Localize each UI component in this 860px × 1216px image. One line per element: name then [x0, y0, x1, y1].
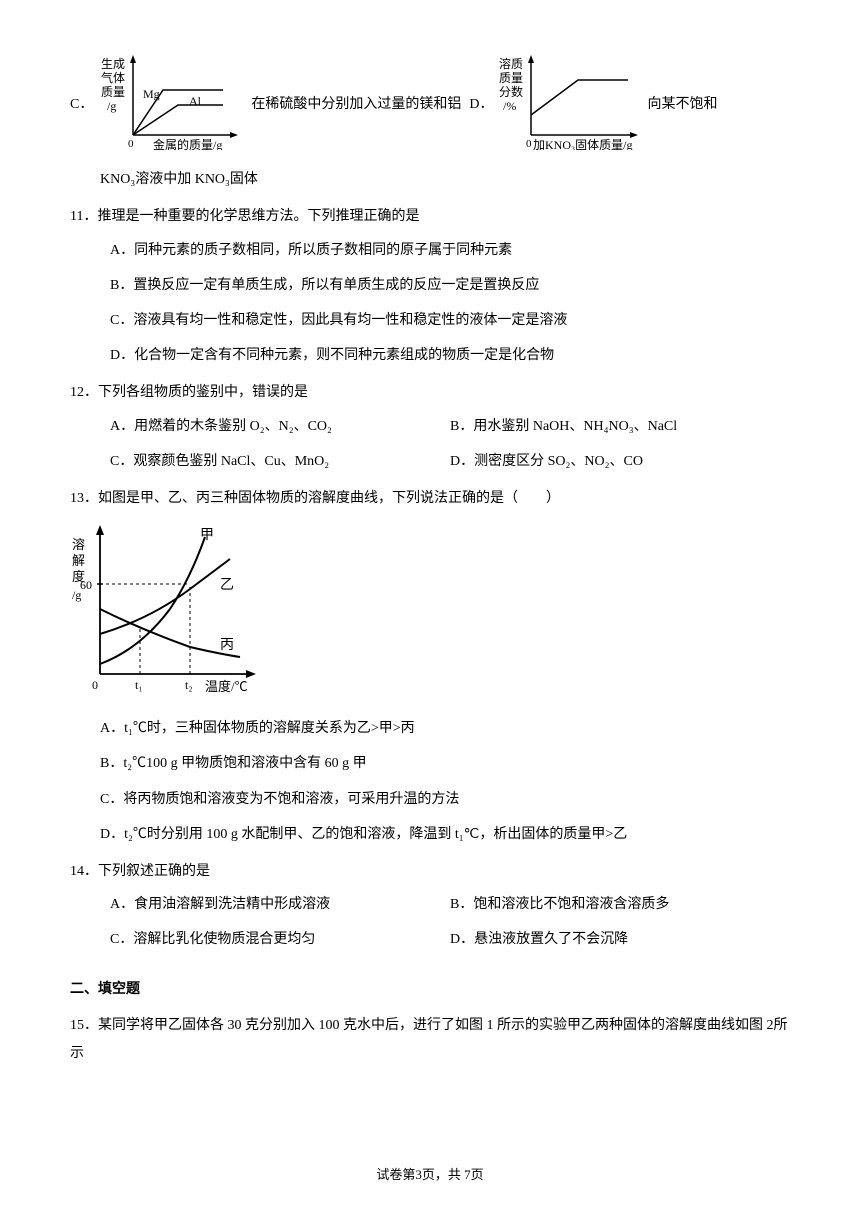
- q11-c: C．溶液具有均一性和稳定性，因此具有均一性和稳定性的液体一定是溶液: [70, 308, 790, 333]
- section-2-heading: 二、填空题: [70, 977, 790, 1002]
- y-l1: 溶: [72, 537, 85, 552]
- y-l2: 解: [72, 553, 85, 568]
- origin-zero: 0: [128, 138, 134, 150]
- label-jia: 甲: [200, 528, 214, 543]
- q12-a: A．用燃着的木条鉴别 O₂、N₂、CO₂: [110, 414, 450, 439]
- x-label-13: 温度/℃: [205, 679, 248, 694]
- q12-b: B．用水鉴别 NaOH、NH₄NO₃、NaCl: [450, 414, 790, 439]
- chart-c-ylabel-2: 气体: [101, 70, 125, 85]
- al-line: [133, 105, 223, 135]
- q11-b: B．置换反应一定有单质生成，所以有单质生成的反应一定是置换反应: [70, 273, 790, 298]
- chart-d-xlabel: 加KNO₃固体质量/g: [533, 138, 633, 150]
- q13-c: C．将丙物质饱和溶液变为不饱和溶液，可采用升温的方法: [70, 787, 790, 812]
- option-d-text: 向某不饱和: [647, 92, 717, 117]
- option-c-label: C．: [70, 92, 93, 117]
- q12-c: C．观察颜色鉴别 NaCl、Cu、MnO₂: [110, 449, 450, 474]
- chart-d-yl2: 质量: [499, 71, 523, 85]
- chart-c-xlabel: 金属的质量/g: [153, 137, 222, 150]
- mg-label: Mg: [143, 87, 160, 101]
- d-curve: [531, 80, 628, 115]
- y-60: 60: [80, 578, 92, 592]
- options-cd-row: C． 生成 气体 质量 /g Mg Al 0 金属的质量/g 在稀硫酸中分别加入…: [70, 50, 790, 159]
- q14-row2: C．溶解比乳化使物质混合更均匀 D．悬浊液放置久了不会沉降: [70, 927, 790, 952]
- chart-c-ylabel-1: 生成: [101, 57, 125, 71]
- option-d-label: D．: [469, 92, 493, 117]
- curve-bing: [100, 609, 240, 657]
- option-c-text: 在稀硫酸中分别加入过量的镁和铝: [251, 92, 461, 117]
- option-d-continuation: KNO₃溶液中加 KNO₃固体: [70, 167, 790, 192]
- al-label: Al: [189, 94, 202, 108]
- q13-d: D．t₂℃时分别用 100 g 水配制甲、乙的饱和溶液，降温到 t₁℃，析出固体…: [70, 822, 790, 847]
- chart-d-yl3: 分数: [499, 84, 523, 99]
- origin-zero-d: 0: [526, 138, 532, 150]
- curve-yi: [100, 559, 230, 634]
- q14-d: D．悬浊液放置久了不会沉降: [450, 927, 790, 952]
- q14-a: A．食用油溶解到洗洁精中形成溶液: [110, 892, 450, 917]
- chart-c: 生成 气体 质量 /g Mg Al 0 金属的质量/g: [93, 50, 243, 159]
- t2-label: t₂: [185, 678, 193, 692]
- q14-row1: A．食用油溶解到洗洁精中形成溶液 B．饱和溶液比不饱和溶液含溶质多: [70, 892, 790, 917]
- y-arrow-d: [528, 55, 534, 63]
- q15-text: 15．某同学将甲乙固体各 30 克分别加入 100 克水中后，进行了如图 1 所…: [70, 1012, 790, 1068]
- x-arrow-13: [246, 670, 256, 678]
- q12-stem: 12．下列各组物质的鉴别中，错误的是: [70, 380, 790, 405]
- q13-a: A．t₁℃时，三种固体物质的溶解度关系为乙>甲>丙: [70, 716, 790, 741]
- label-bing: 丙: [220, 638, 234, 653]
- q13-b: B．t₂℃100 g 甲物质饱和溶液中含有 60 g 甲: [70, 751, 790, 776]
- chart-d-yl4: /%: [503, 99, 516, 113]
- q12-d: D．测密度区分 SO₂、NO₂、CO: [450, 449, 790, 474]
- x-arrow: [230, 132, 238, 138]
- chart-c-ylabel-3: 质量: [101, 85, 125, 99]
- q11-d: D．化合物一定含有不同种元素，则不同种元素组成的物质一定是化合物: [70, 343, 790, 368]
- chart-c-ylabel-4: /g: [107, 99, 116, 113]
- q11-stem: 11．推理是一种重要的化学思维方法。下列推理正确的是: [70, 204, 790, 229]
- q14-c: C．溶解比乳化使物质混合更均匀: [110, 927, 450, 952]
- chart-d: 溶质 质量 分数 /% 0 加KNO₃固体质量/g: [493, 50, 643, 159]
- chart-d-yl1: 溶质: [499, 56, 523, 71]
- t1-label: t₁: [135, 678, 143, 692]
- q12-row1: A．用燃着的木条鉴别 O₂、N₂、CO₂ B．用水鉴别 NaOH、NH₄NO₃、…: [70, 414, 790, 439]
- y-arrow: [130, 55, 136, 63]
- q14-stem: 14．下列叙述正确的是: [70, 859, 790, 884]
- q12-row2: C．观察颜色鉴别 NaCl、Cu、MnO₂ D．测密度区分 SO₂、NO₂、CO: [70, 449, 790, 474]
- page-footer: 试卷第3页，共 7页: [0, 1163, 860, 1186]
- curve-jia: [100, 537, 205, 664]
- q13-stem: 13．如图是甲、乙、丙三种固体物质的溶解度曲线，下列说法正确的是（ ）: [70, 486, 790, 511]
- q14-b: B．饱和溶液比不饱和溶液含溶质多: [450, 892, 790, 917]
- origin-13: 0: [92, 678, 98, 692]
- y-arrow-13: [96, 525, 104, 535]
- label-yi: 乙: [220, 577, 234, 593]
- q13-chart: 溶 解 度 /g 60 甲 乙 丙 0 t₁ t₂ 温度/℃: [70, 519, 790, 708]
- q11-a: A．同种元素的质子数相同，所以质子数相同的原子属于同种元素: [70, 238, 790, 263]
